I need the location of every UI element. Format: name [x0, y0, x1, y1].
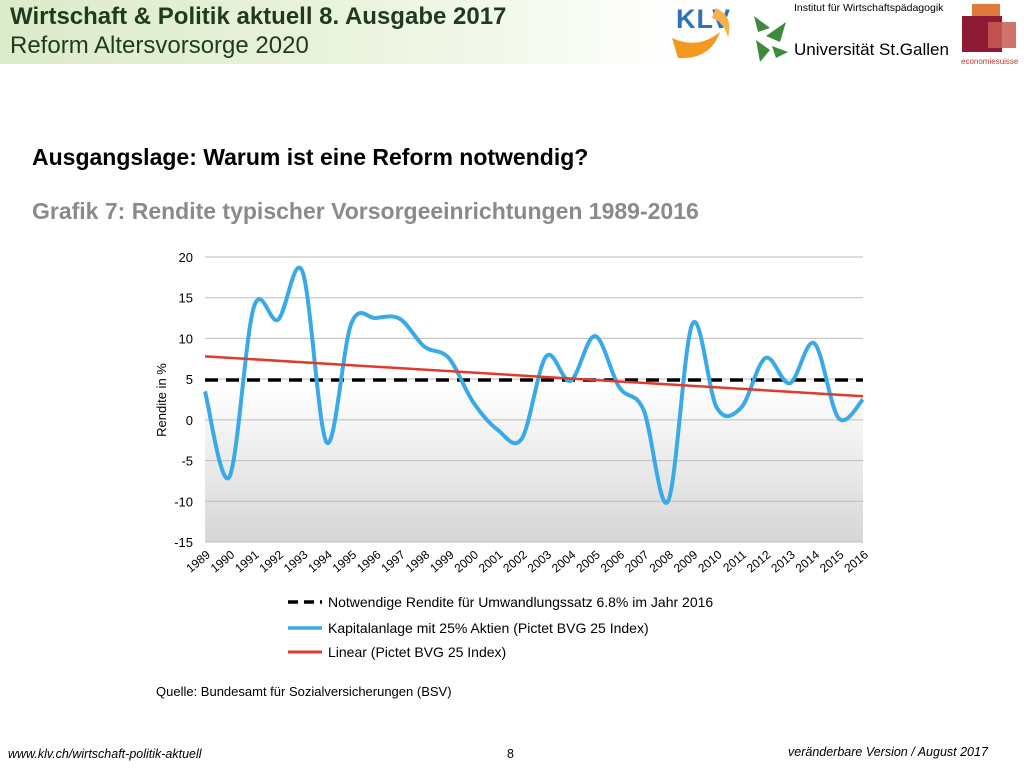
- page-number: 8: [507, 747, 514, 761]
- footer-url-link[interactable]: www.klv.ch/wirtschaft-politik-aktuell: [8, 747, 202, 761]
- presentation-title: Wirtschaft & Politik aktuell 8. Ausgabe …: [10, 3, 507, 30]
- x-tick-label: 1994: [305, 547, 335, 575]
- legend-label: Kapitalanlage mit 25% Aktien (Pictet BVG…: [328, 620, 649, 636]
- x-tick-label: 2002: [500, 547, 530, 575]
- legend-label: Notwendige Rendite für Umwandlungssatz 6…: [328, 594, 713, 610]
- x-tick-label: 2009: [671, 547, 701, 575]
- y-tick-label: -5: [181, 454, 193, 469]
- x-tick-label: 2007: [622, 547, 652, 575]
- y-tick-label: 15: [179, 291, 193, 306]
- y-tick-label: -15: [174, 535, 193, 550]
- x-tick-label: 1995: [330, 547, 360, 575]
- chart-title: Grafik 7: Rendite typischer Vorsorgeeinr…: [32, 198, 699, 224]
- y-tick-label: 20: [179, 250, 193, 265]
- hsg-institute-label: Institut für Wirtschaftspädagogik: [794, 2, 944, 14]
- x-tick-label: 2006: [598, 547, 628, 575]
- y-tick-label: -10: [174, 494, 193, 509]
- x-tick-label: 1990: [208, 547, 238, 575]
- klv-logo: KLV: [668, 2, 742, 64]
- klv-swoosh-icon: [672, 8, 730, 59]
- y-axis-label: Rendite in %: [154, 363, 169, 437]
- economiesuisse-squares-icon: [962, 4, 1016, 52]
- x-tick-label: 1992: [257, 547, 287, 575]
- slide-heading: Ausgangslage: Warum ist eine Reform notw…: [32, 144, 589, 170]
- x-tick-label: 2010: [695, 547, 725, 575]
- x-tick-label: 2001: [476, 547, 506, 575]
- y-tick-label: 5: [186, 372, 193, 387]
- x-tick-label: 2003: [525, 547, 555, 575]
- series-portfolio-return-line: [203, 265, 865, 505]
- x-tick-label: 2012: [744, 547, 774, 575]
- x-tick-label: 1991: [232, 547, 262, 575]
- presentation-subtitle: Reform Altersvorsorge 2020: [10, 32, 309, 59]
- x-tick-label: 2013: [768, 547, 798, 575]
- source-note: Quelle: Bundesamt für Sozialversicherung…: [156, 684, 452, 699]
- x-tick-label: 2004: [549, 547, 579, 575]
- hsg-logo: Institut für Wirtschaftspädagogik Univer…: [750, 2, 950, 64]
- x-tick-label: 2015: [817, 547, 847, 575]
- series-linear-trend-line: [204, 355, 864, 398]
- x-tick-label: 1989: [183, 547, 213, 575]
- x-tick-label: 1997: [378, 547, 408, 575]
- economiesuisse-label: economiesuisse: [961, 57, 1019, 66]
- footer-version: veränderbare Version / August 2017: [788, 745, 988, 759]
- x-tick-label: 2000: [452, 547, 482, 575]
- economiesuisse-logo: economiesuisse: [958, 4, 1020, 68]
- hsg-emblem-icon: [754, 16, 788, 62]
- x-tick-label: 2005: [573, 547, 603, 575]
- x-tick-label: 1996: [354, 547, 384, 575]
- y-tick-label: 0: [186, 413, 193, 428]
- hsg-name-label: Universität St.Gallen: [794, 40, 949, 59]
- x-tick-label: 2014: [793, 547, 823, 575]
- x-tick-label: 1999: [427, 547, 457, 575]
- x-tick-label: 2011: [720, 547, 749, 575]
- x-tick-label: 2008: [647, 547, 677, 575]
- x-tick-label: 2016: [841, 547, 871, 575]
- x-tick-label: 1993: [281, 547, 311, 575]
- x-tick-label: 1998: [403, 547, 433, 575]
- legend-label: Linear (Pictet BVG 25 Index): [328, 644, 506, 660]
- y-tick-label: 10: [179, 331, 193, 346]
- header-band: [0, 0, 680, 64]
